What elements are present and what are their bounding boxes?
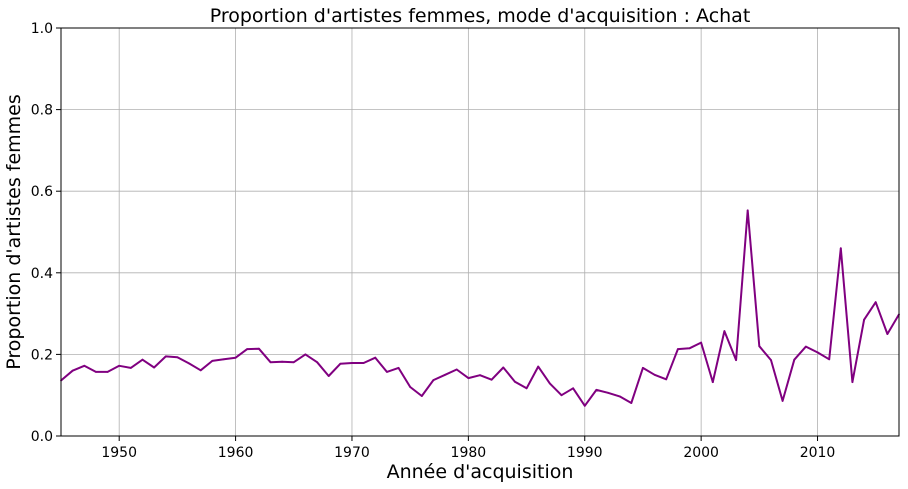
data-point <box>711 381 714 383</box>
data-point <box>176 356 179 359</box>
data-point <box>467 377 470 379</box>
data-point <box>490 378 493 381</box>
data-point <box>630 402 633 404</box>
data-point <box>700 341 702 344</box>
data-point <box>164 355 167 358</box>
x-tick-label: 1980 <box>451 445 487 461</box>
data-point <box>502 366 505 369</box>
data-point <box>153 366 156 369</box>
y-tick-label: 0.4 <box>31 266 53 282</box>
data-point <box>420 395 423 397</box>
x-tick-label: 1950 <box>101 445 137 461</box>
data-point <box>223 358 225 361</box>
data-point <box>83 364 86 367</box>
data-point <box>199 369 202 372</box>
data-point <box>514 380 516 383</box>
data-point <box>793 358 796 361</box>
data-point <box>677 348 679 350</box>
data-point <box>292 361 295 364</box>
x-tick-label: 1960 <box>218 445 254 461</box>
data-point <box>258 347 260 350</box>
y-tick-label: 0.6 <box>31 184 53 200</box>
data-point <box>432 379 435 381</box>
data-point <box>409 386 412 388</box>
data-point <box>234 356 237 359</box>
data-point <box>304 353 307 356</box>
data-point <box>327 375 330 377</box>
data-point <box>746 209 749 212</box>
x-tick-label: 1990 <box>567 445 603 461</box>
axis-ticks: 1950 1960 1970 1980 1990 2000 2010 0.0 0.2 0.4 0.6… <box>31 21 836 461</box>
data-point <box>444 373 446 376</box>
data-point <box>339 362 342 365</box>
y-tick-label: 0.0 <box>31 429 53 445</box>
data-point <box>455 368 458 371</box>
data-point <box>874 301 877 304</box>
data-point <box>374 356 377 359</box>
x-tick-label: 2000 <box>683 445 719 461</box>
data-point <box>770 359 772 361</box>
data-point <box>595 389 598 391</box>
data-point <box>106 371 109 373</box>
plot-frame <box>60 27 900 437</box>
data-point <box>665 378 668 381</box>
x-axis-label: Année d'acquisition <box>387 461 574 483</box>
data-point <box>863 318 865 321</box>
y-tick-label: 0.8 <box>31 103 53 119</box>
data-point <box>351 362 353 364</box>
data-point <box>95 371 97 373</box>
y-axis-label: Proportion d'artistes femmes <box>3 94 25 370</box>
data-point <box>386 371 388 373</box>
data-point <box>735 359 737 361</box>
data-point <box>118 364 121 367</box>
y-tick-label: 0.2 <box>31 347 53 363</box>
x-tick-label: 2010 <box>800 445 836 461</box>
data-point <box>479 374 481 377</box>
data-point <box>618 395 621 398</box>
data-point <box>851 381 854 383</box>
data-point <box>211 360 214 362</box>
data-point <box>805 345 807 348</box>
data-point <box>607 391 609 394</box>
data-point <box>281 360 283 363</box>
data-point <box>839 247 842 250</box>
data-point <box>71 369 74 372</box>
x-tick-label: 1970 <box>334 445 370 461</box>
data-point <box>362 362 365 364</box>
data-point <box>525 387 528 390</box>
data-point <box>188 362 190 365</box>
series-line-achat <box>60 209 900 407</box>
data-point <box>653 373 656 376</box>
data-point <box>537 365 540 368</box>
data-point <box>269 361 272 364</box>
data-point <box>723 330 726 332</box>
chart-title: Proportion d'artistes femmes, mode d'acq… <box>210 5 751 27</box>
data-point <box>397 367 400 369</box>
data-point <box>781 400 784 402</box>
data-point <box>816 351 819 354</box>
data-points <box>60 209 900 407</box>
y-tick-label: 1.0 <box>31 21 53 37</box>
data-point <box>688 347 691 350</box>
data-point <box>583 404 586 407</box>
data-point <box>886 333 889 335</box>
data-point <box>246 348 249 350</box>
data-point <box>572 387 574 390</box>
data-point <box>129 367 132 369</box>
data-point <box>758 345 761 348</box>
data-point <box>828 358 831 361</box>
data-point <box>141 358 144 361</box>
data-point <box>642 367 644 369</box>
data-point <box>548 382 551 385</box>
data-point <box>316 361 318 364</box>
data-point <box>560 394 563 397</box>
